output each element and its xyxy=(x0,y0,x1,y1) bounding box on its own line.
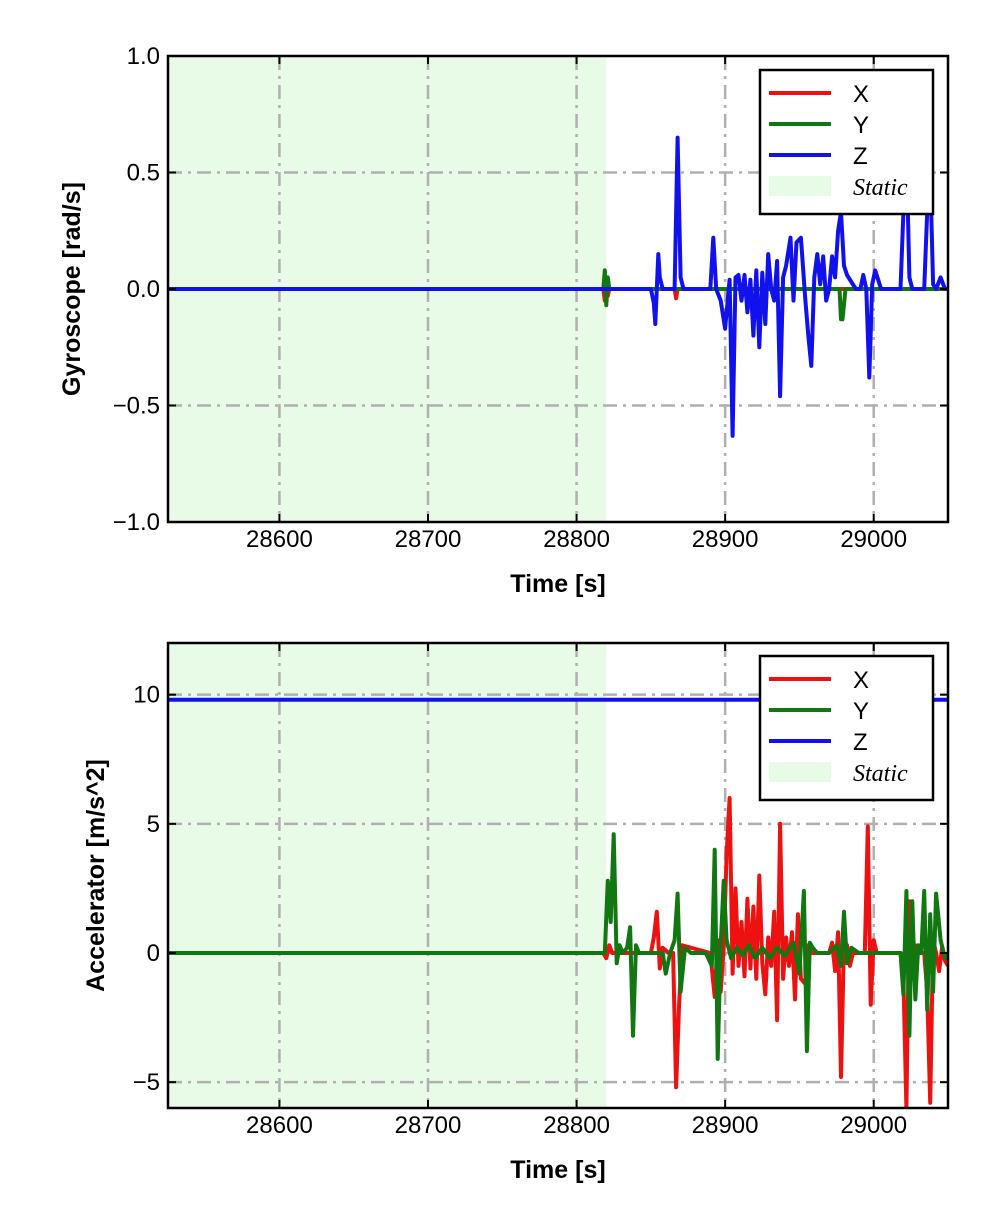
y-tick-label: −0.5 xyxy=(113,393,160,420)
y-tick-label: 0 xyxy=(147,940,160,967)
legend-label-z: Z xyxy=(853,729,868,756)
legend-label-static: Static xyxy=(853,175,908,201)
x-tick-label: 29000 xyxy=(840,526,907,553)
y-tick-label: 1.0 xyxy=(127,43,160,70)
plot-frame xyxy=(166,641,950,1110)
ticks: 28600 28700 28800 28900 29000 −5 0 5 10 xyxy=(133,643,948,1139)
y-axis-title: Accelerator [m/s^2] xyxy=(82,759,110,992)
x-tick-label: 29000 xyxy=(840,1112,907,1139)
ticks: 28600 28700 28800 28900 29000 −1.0 −0.5 0.0 0.5 1… xyxy=(113,43,948,553)
x-tick-label: 28700 xyxy=(395,1112,462,1139)
y-tick-label: 0.5 xyxy=(127,160,160,187)
legend-label-x: X xyxy=(853,81,869,108)
x-axis-title: Time [s] xyxy=(510,570,605,598)
legend-swatch-static xyxy=(769,176,831,196)
x-tick-label: 28800 xyxy=(543,1112,610,1139)
x-tick-label: 28700 xyxy=(395,526,462,553)
static-region xyxy=(168,643,607,1108)
x-tick-label: 28900 xyxy=(692,526,759,553)
legend-label-z: Z xyxy=(853,143,868,170)
x-tick-label: 28600 xyxy=(246,1112,313,1139)
x-axis-title: Time [s] xyxy=(510,1156,605,1184)
y-tick-label: −1.0 xyxy=(113,509,160,536)
legend-label-y: Y xyxy=(853,698,869,725)
x-tick-label: 28900 xyxy=(692,1112,759,1139)
gyroscope-chart: 28600 28700 28800 28900 29000 −1.0 −0.5 0.0 0.5 1… xyxy=(58,43,950,598)
accelerometer-chart: 28600 28700 28800 28900 29000 −5 0 5 10 Time [s]… xyxy=(82,641,950,1184)
y-axis-title: Gyroscope [rad/s] xyxy=(58,182,86,396)
legend: X Y Z Static xyxy=(758,68,935,216)
legend-label-static: Static xyxy=(853,761,908,787)
legend-label-x: X xyxy=(853,667,869,694)
x-tick-label: 28800 xyxy=(543,526,610,553)
legend-label-y: Y xyxy=(853,112,869,139)
y-tick-label: 0.0 xyxy=(127,276,160,303)
y-tick-label: 5 xyxy=(147,811,160,838)
series-line-x xyxy=(168,796,948,1108)
x-tick-label: 28600 xyxy=(246,526,313,553)
y-tick-label: −5 xyxy=(133,1069,160,1096)
legend: X Y Z Static xyxy=(758,654,935,802)
legend-swatch-static xyxy=(769,762,831,782)
y-tick-label: 10 xyxy=(133,682,160,709)
series-line-y xyxy=(168,832,948,1061)
